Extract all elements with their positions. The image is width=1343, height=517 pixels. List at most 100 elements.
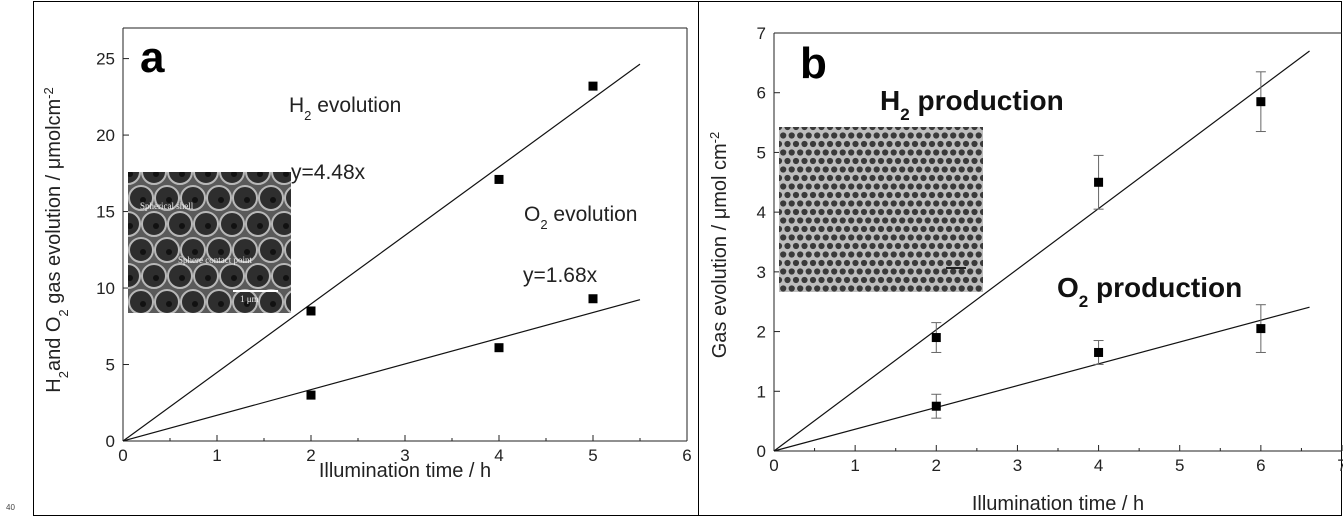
- pore: [809, 127, 817, 131]
- pore: [869, 191, 876, 199]
- pore: [882, 166, 889, 173]
- pore: [856, 234, 863, 241]
- pore: [818, 242, 825, 250]
- pore-hole: [231, 275, 237, 281]
- pore-hole: [153, 275, 159, 281]
- pore: [937, 174, 944, 182]
- pore: [809, 208, 817, 216]
- pore: [835, 259, 842, 267]
- pore: [822, 285, 829, 292]
- pore: [826, 208, 834, 216]
- points-a: [306, 81, 598, 400]
- y-tick-label-a: 20: [96, 126, 115, 145]
- pore: [916, 285, 923, 292]
- pore: [814, 285, 821, 292]
- pore: [869, 225, 876, 233]
- pore: [792, 157, 800, 165]
- pore: [958, 183, 965, 190]
- pore: [814, 200, 821, 207]
- pore: [950, 166, 957, 173]
- pore: [890, 285, 897, 292]
- pore: [805, 234, 812, 241]
- pore: [886, 225, 893, 233]
- pore: [916, 183, 923, 190]
- pore: [950, 217, 957, 224]
- pore: [920, 174, 927, 182]
- panel-letter-a: a: [140, 33, 165, 82]
- pore: [801, 242, 808, 250]
- pore: [971, 225, 978, 233]
- pore: [920, 140, 927, 148]
- pore: [818, 276, 825, 284]
- pore: [852, 127, 859, 131]
- y-tick-label-b: 7: [757, 24, 766, 43]
- pore-hole: [218, 197, 224, 203]
- pore: [911, 174, 919, 182]
- pore: [826, 276, 834, 284]
- pore: [809, 191, 817, 199]
- pore: [937, 259, 944, 267]
- y-tick-label-a: 5: [106, 356, 115, 375]
- pore: [784, 157, 791, 165]
- pore: [826, 259, 834, 267]
- pore: [958, 132, 965, 139]
- pore: [903, 140, 910, 148]
- pore: [911, 127, 919, 131]
- pore: [822, 251, 829, 258]
- pore: [882, 217, 889, 224]
- pore: [818, 157, 825, 165]
- pore: [954, 259, 961, 267]
- pore: [975, 183, 982, 190]
- pore: [797, 285, 804, 292]
- pore: [941, 183, 948, 190]
- pore-hole: [244, 197, 250, 203]
- pore: [848, 268, 855, 275]
- pore: [920, 225, 927, 233]
- pore: [894, 225, 902, 233]
- pore: [899, 285, 906, 292]
- pore: [856, 149, 863, 156]
- y-tick-label-b: 0: [757, 442, 766, 461]
- pore: [967, 217, 974, 224]
- pore: [899, 268, 906, 275]
- pore: [779, 157, 783, 165]
- pore: [814, 166, 821, 173]
- series-label-o2-production: O2 production: [1057, 272, 1242, 311]
- pore: [907, 166, 914, 173]
- pore: [894, 174, 902, 182]
- pore: [967, 234, 974, 241]
- pore: [784, 225, 791, 233]
- pore: [865, 268, 872, 275]
- pore: [818, 259, 825, 267]
- pore: [284, 186, 291, 210]
- pore: [839, 217, 846, 224]
- pore: [860, 157, 868, 165]
- inset-label-spherical-shell: Spherical shell: [140, 201, 194, 211]
- pore: [805, 285, 812, 292]
- pore: [784, 242, 791, 250]
- pore: [814, 268, 821, 275]
- pore: [941, 234, 948, 241]
- ticks-a: 0 1 2 3 4 5 6 0 5 10 15 20 25: [96, 50, 692, 465]
- pore: [873, 132, 880, 139]
- pore: [818, 225, 825, 233]
- pore: [797, 217, 804, 224]
- pore: [882, 251, 889, 258]
- pore: [809, 276, 817, 284]
- pore: [882, 149, 889, 156]
- pore: [933, 268, 940, 275]
- pore: [860, 191, 868, 199]
- pore: [928, 225, 936, 233]
- x-tick-label-b: 2: [932, 456, 941, 475]
- pore: [975, 132, 982, 139]
- pore: [801, 174, 808, 182]
- pore: [894, 242, 902, 250]
- pore: [886, 174, 893, 182]
- pore: [928, 157, 936, 165]
- pore: [894, 140, 902, 148]
- pore: [797, 251, 804, 258]
- pore: [822, 166, 829, 173]
- pore: [809, 157, 817, 165]
- pore: [899, 166, 906, 173]
- pore: [937, 127, 944, 131]
